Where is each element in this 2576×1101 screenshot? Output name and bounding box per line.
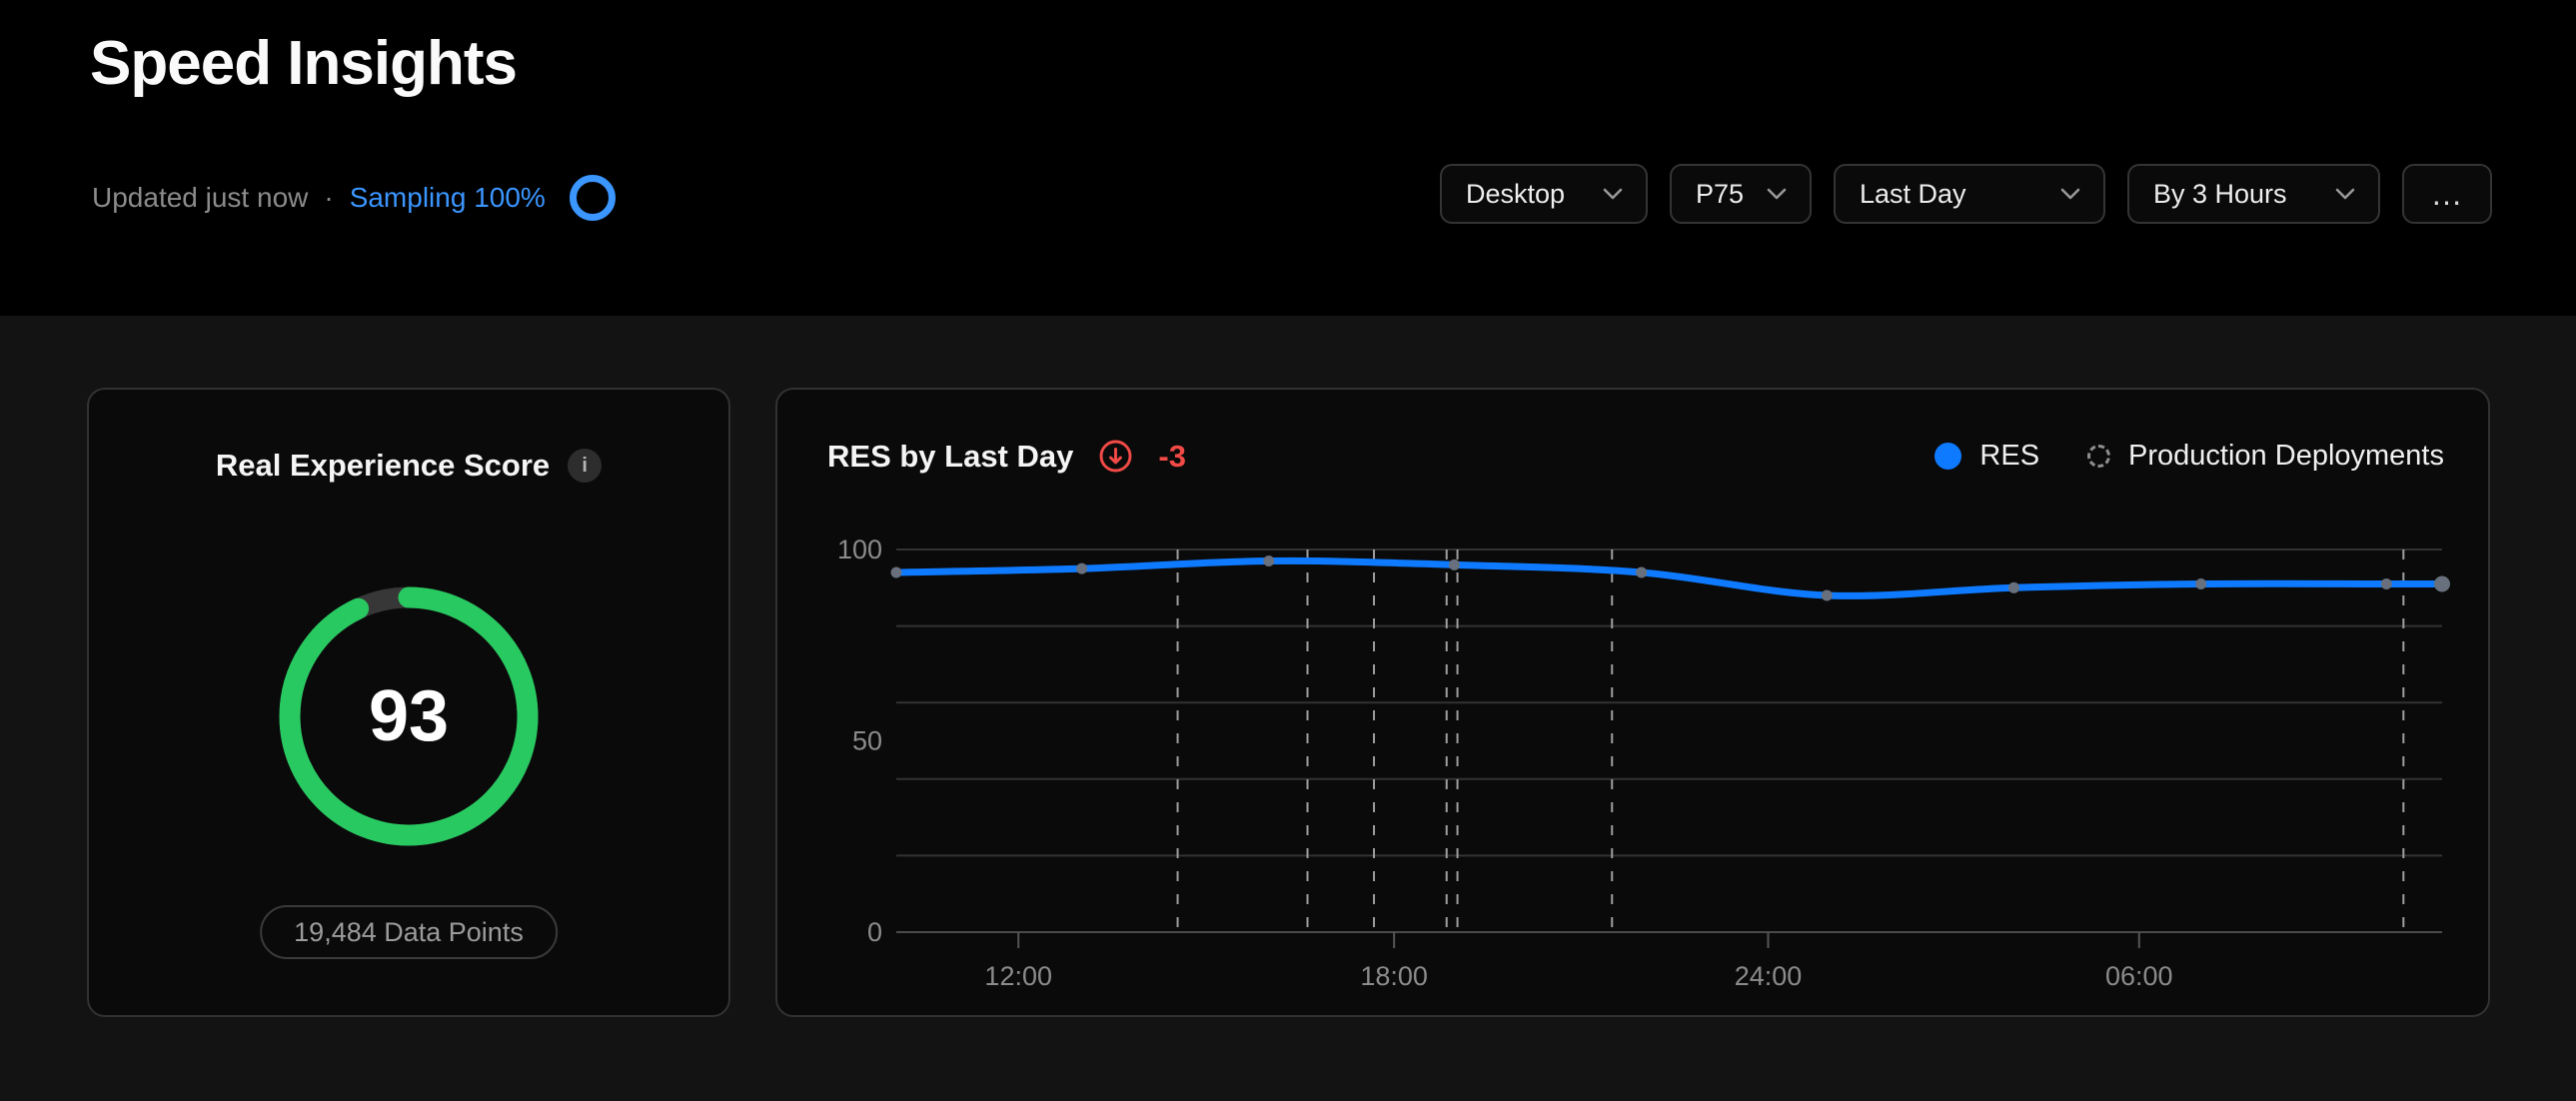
chart-legend: RES Production Deployments [1934,440,2444,473]
interval-dropdown[interactable]: By 3 Hours [2127,164,2380,224]
svg-text:06:00: 06:00 [2105,961,2173,991]
svg-text:12:00: 12:00 [984,961,1052,991]
percentile-dropdown-label: P75 [1696,178,1745,209]
score-card-title-row: Real Experience Score i [89,448,728,484]
delta-badge: -3 [1158,438,1186,474]
svg-text:24:00: 24:00 [1735,961,1803,991]
chart-header: RES by Last Day -3 RES Production Deploy… [777,390,2488,475]
res-dot-icon [1934,443,1962,470]
res-gauge-ring [279,586,539,846]
res-line-chart[interactable]: 100 50 0 12:00 18:00 24:00 06:00 [793,540,2492,1019]
percentile-dropdown[interactable]: P75 [1670,164,1812,224]
ellipsis-icon: … [2430,175,2464,212]
svg-text:50: 50 [852,726,882,756]
score-card-title: Real Experience Score [215,448,551,483]
res-score-card: Real Experience Score i 93 19,484 Data P… [87,388,730,1017]
device-dropdown-label: Desktop [1466,178,1566,209]
interval-dropdown-label: By 3 Hours [2153,178,2287,209]
res-gauge-value: 93 [368,676,450,756]
svg-text:100: 100 [837,540,882,564]
res-chart-card: RES by Last Day -3 RES Production Deploy… [775,388,2490,1017]
chevron-down-icon [2335,188,2355,200]
device-dropdown[interactable]: Desktop [1440,164,1648,224]
trend-down-icon [1099,440,1132,473]
legend-item-deployments[interactable]: Production Deployments [2087,440,2444,473]
more-options-button[interactable]: … [2402,164,2492,224]
page-title: Speed Insights [90,29,518,98]
svg-text:18:00: 18:00 [1360,961,1428,991]
chevron-down-icon [1767,188,1787,200]
info-icon[interactable]: i [568,449,603,483]
toolbar: Desktop P75 Last Day By 3 Hours … [1440,164,2492,224]
sampling-ring-icon [569,175,616,221]
sampling-link[interactable]: Sampling 100% [349,182,546,213]
chevron-down-icon [2060,188,2080,200]
separator-dot: · [324,182,334,213]
status-row: Updated just now · Sampling 100% [92,175,616,221]
svg-text:0: 0 [867,917,882,947]
page-header: Speed Insights Updated just now · Sampli… [0,0,2576,316]
chevron-down-icon [1603,188,1623,200]
time-range-dropdown-label: Last Day [1860,178,1966,209]
legend-deployments-label: Production Deployments [2128,440,2444,472]
chart-title: RES by Last Day [827,438,1074,474]
legend-item-res[interactable]: RES [1934,440,2039,473]
updated-text: Updated just now [92,182,309,213]
chart-title-group: RES by Last Day -3 [827,438,1186,475]
data-points-badge: 19,484 Data Points [260,905,558,959]
deployment-circle-icon [2087,445,2111,468]
time-range-dropdown[interactable]: Last Day [1834,164,2105,224]
res-gauge: 93 [278,585,540,847]
legend-res-label: RES [1979,440,2040,472]
